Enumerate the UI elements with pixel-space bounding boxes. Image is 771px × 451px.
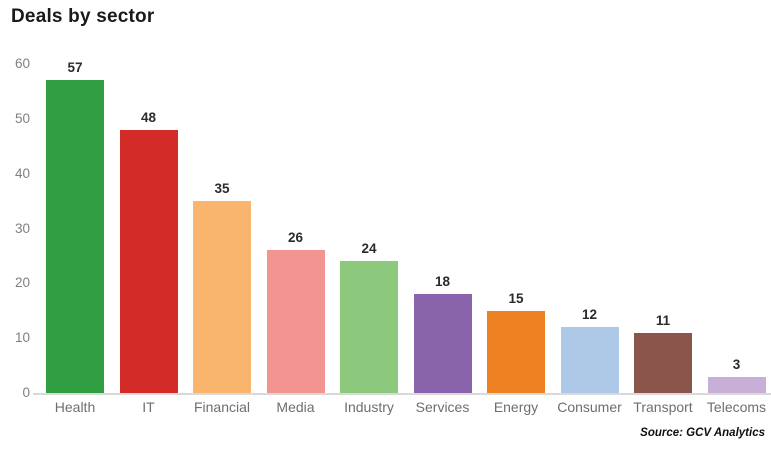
- bar-value-label: 18: [434, 274, 451, 290]
- bar-services: [413, 294, 472, 393]
- bar-value-label: 26: [287, 230, 304, 246]
- bar-energy: [487, 310, 545, 393]
- y-tick-label: 0: [22, 385, 30, 400]
- bar-consumer: [560, 327, 619, 393]
- bar-industry: [340, 261, 398, 393]
- category-label-financial: Financial: [193, 399, 251, 415]
- category-label-health: Health: [54, 399, 96, 415]
- category-label-energy: Energy: [493, 399, 539, 415]
- y-tick-label: 50: [14, 110, 30, 126]
- bar-it: [119, 129, 178, 393]
- bar-health: [46, 80, 104, 393]
- category-label-services: Services: [415, 399, 470, 415]
- bar-telecoms: [707, 376, 766, 393]
- y-tick-label: 40: [14, 165, 30, 181]
- category-label-transport: Transport: [633, 399, 693, 415]
- bar-value-label: 11: [655, 312, 671, 328]
- bar-value-label: 35: [214, 181, 230, 197]
- category-label-telecoms: Telecoms: [706, 399, 767, 415]
- category-label-it: IT: [142, 399, 155, 415]
- y-tick-label: 10: [14, 330, 30, 346]
- bar-value-label: 12: [581, 307, 598, 323]
- bar-value-label: 3: [732, 356, 741, 372]
- bar-value-label: 48: [140, 109, 157, 125]
- bar-financial: [193, 201, 251, 393]
- y-tick-label: 30: [14, 220, 30, 236]
- y-tick-label: 20: [14, 275, 30, 291]
- chart-title: Deals by sector: [11, 6, 155, 27]
- category-label-industry: Industry: [344, 399, 394, 415]
- x-axis-line: [33, 393, 771, 395]
- y-tick-label: 60: [14, 56, 30, 71]
- category-label-consumer: Consumer: [557, 399, 622, 415]
- category-label-media: Media: [276, 399, 315, 415]
- bar-media: [266, 250, 325, 393]
- bar-value-label: 15: [508, 290, 524, 306]
- bar-value-label: 24: [361, 241, 377, 257]
- source-note: Source: GCV Analytics: [640, 427, 765, 439]
- bar-transport: [634, 332, 692, 393]
- bar-value-label: 57: [67, 60, 83, 76]
